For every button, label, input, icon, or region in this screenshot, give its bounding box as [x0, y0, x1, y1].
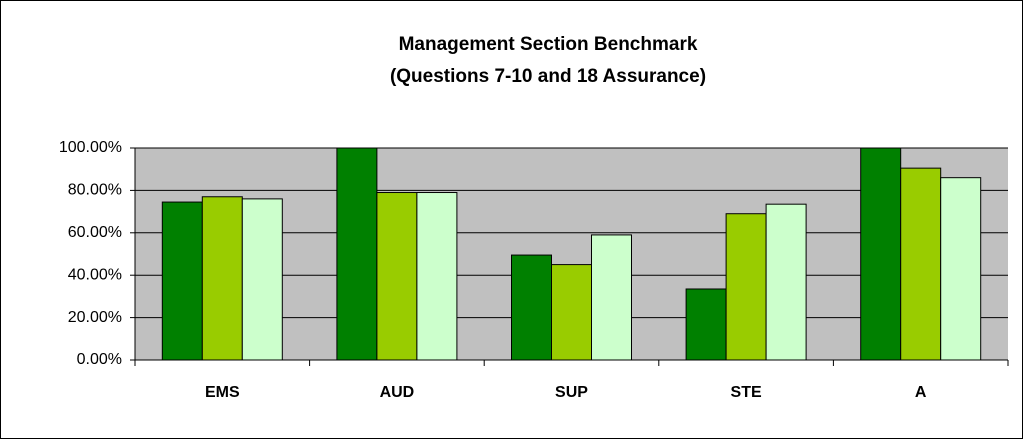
y-tick-label: 100.00% — [59, 139, 122, 156]
y-tick-label: 60.00% — [68, 224, 122, 241]
y-tick-label: 20.00% — [68, 309, 122, 326]
bar — [591, 234, 632, 361]
y-tick-label: 40.00% — [68, 266, 122, 283]
chart-title: Management Section Benchmark — [399, 34, 698, 55]
bar — [376, 192, 418, 361]
bar — [511, 254, 552, 361]
y-tick-label: 0.00% — [77, 351, 122, 368]
x-tick-label: STE — [731, 384, 762, 401]
bar — [416, 192, 458, 361]
bar — [201, 196, 243, 361]
bar — [685, 288, 727, 361]
x-tick-label: A — [915, 384, 927, 401]
bar — [551, 264, 592, 361]
x-tick-label: SUP — [555, 384, 588, 401]
bar — [765, 203, 807, 361]
x-tick-label: AUD — [380, 384, 415, 401]
x-tick-label: EMS — [205, 384, 240, 401]
bar — [860, 147, 902, 361]
chart-subtitle: (Questions 7-10 and 18 Assurance) — [390, 66, 706, 87]
bar — [900, 167, 942, 361]
bar — [161, 201, 203, 361]
y-tick-label: 80.00% — [68, 182, 122, 199]
bar — [336, 147, 378, 361]
bar — [940, 177, 982, 361]
bar — [725, 213, 767, 361]
bar — [241, 198, 283, 361]
